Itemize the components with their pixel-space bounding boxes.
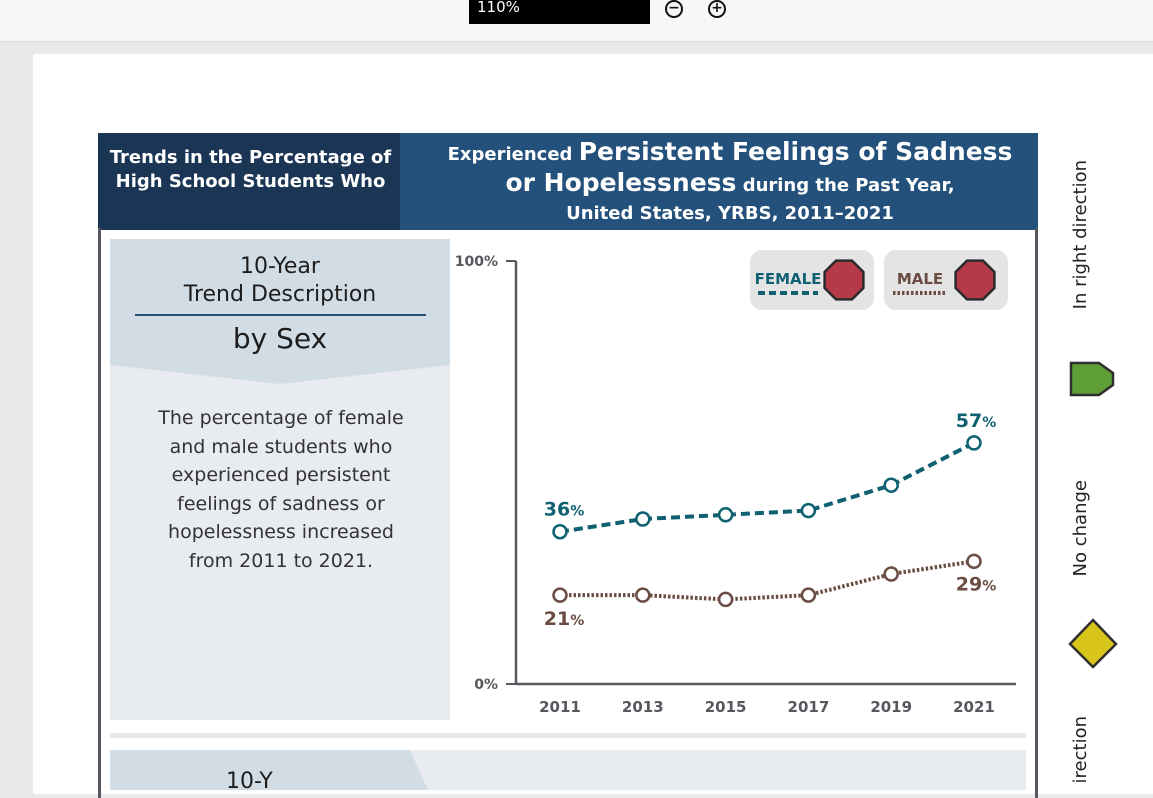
legend-label-male: MALE: [897, 270, 943, 288]
trend-description-body: The percentage of female and male studen…: [158, 407, 404, 572]
data-point: [635, 511, 651, 527]
title-line-2: Trend Description: [183, 282, 377, 307]
header-right-banner: [400, 133, 1038, 230]
zoom-level-field[interactable]: 110%: [469, 0, 650, 24]
x-tick-label: 2013: [622, 698, 664, 716]
zoom-out-icon[interactable]: −: [665, 0, 683, 18]
data-point: [717, 591, 734, 608]
legend-label-female: FEMALE: [755, 270, 822, 288]
title-line-1: 10-Year: [240, 254, 320, 279]
title-divider: [135, 314, 426, 316]
x-tick-label: 2017: [788, 698, 830, 716]
series-line: [560, 559, 975, 602]
green-arrow-shield-icon: [1069, 361, 1115, 397]
x-tick-label: 2021: [953, 698, 995, 716]
data-point: [800, 502, 817, 519]
header-left-banner: [98, 133, 428, 230]
series-line: [559, 441, 975, 534]
data-point: [883, 566, 899, 582]
data-label: 36%: [544, 499, 584, 521]
legend-label-no-change: No change: [1070, 480, 1091, 577]
title-line-3: United States, YRBS, 2011–2021: [566, 203, 894, 224]
stop-sign-icon: [954, 259, 996, 301]
chart-title: Experienced Persistent Feelings of Sadne…: [410, 138, 1050, 228]
data-label: 29%: [956, 573, 996, 595]
chart-labels: 36% 57% 21% 29%: [544, 410, 996, 630]
header-left-text: Trends in the Percentage of High School …: [109, 147, 392, 192]
data-point: [966, 435, 982, 451]
data-label: 21%: [544, 608, 584, 630]
description-header: [110, 239, 450, 384]
y-tick-label: 100%: [455, 254, 498, 270]
legend-card-no-change: [1057, 436, 1129, 598]
title-suffix: during the Past Year,: [736, 175, 955, 196]
data-point: [717, 507, 734, 523]
chart-legend: FEMALE MALE: [750, 250, 1008, 310]
legend-label-wrong-direction: irection: [1070, 716, 1091, 784]
x-tick-label: 2011: [539, 698, 581, 716]
yellow-diamond-icon: [1068, 618, 1118, 669]
title-emphasis-1: Persistent Feelings of Sadness: [578, 137, 1013, 166]
data-point: [800, 587, 817, 603]
next-description-header: [110, 750, 428, 790]
data-label: 57%: [956, 410, 996, 432]
data-point: [552, 587, 568, 603]
data-point: [966, 553, 982, 570]
legend-card-yellow-icon: [1057, 607, 1129, 681]
stop-sign-icon: [823, 259, 865, 301]
legend-card-green-icon: [1057, 343, 1129, 415]
by-sex-subtitle: by Sex: [232, 322, 328, 355]
data-point: [635, 587, 651, 603]
y-tick-label: 0%: [474, 677, 498, 693]
trend-description-title: 10-Year Trend Description: [110, 253, 450, 309]
panel-divider: [110, 733, 1026, 738]
x-tick-label: 2019: [870, 698, 912, 716]
viewer-toolbar: 110% − +: [0, 0, 1153, 42]
chart-axes: 100% 0% 2011 2013 2015 2017 2019 2021: [455, 254, 1016, 716]
title-emphasis-2: or Hopelessness: [505, 168, 737, 197]
title-prefix: Experienced: [447, 144, 579, 165]
panel-frame: [98, 228, 1038, 798]
chart-series: [552, 435, 982, 608]
data-point: [552, 523, 568, 540]
data-point: [883, 477, 899, 493]
legend-card-right-direction: [1057, 133, 1129, 331]
zoom-in-icon[interactable]: +: [708, 0, 726, 18]
x-tick-label: 2015: [705, 698, 747, 716]
legend-card-wrong-direction: [1057, 699, 1129, 789]
legend-label-right-direction: In right direction: [1070, 160, 1091, 310]
